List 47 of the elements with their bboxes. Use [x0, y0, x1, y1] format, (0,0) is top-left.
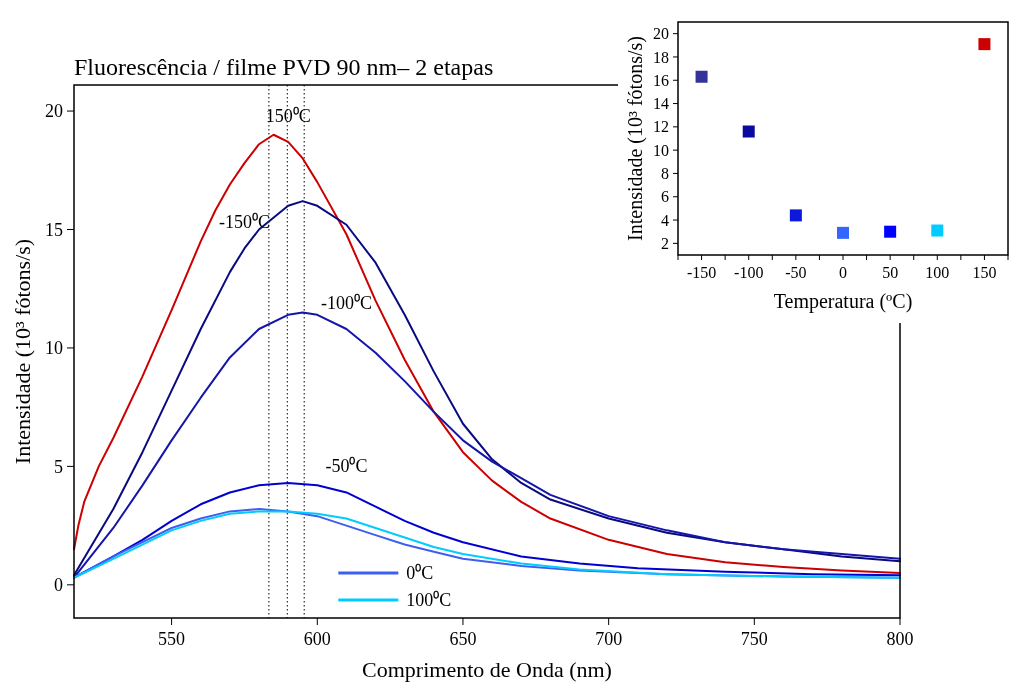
y-tick-label: 5: [54, 456, 63, 477]
x-tick-label: 0: [839, 264, 847, 281]
y-tick-label: 2: [661, 234, 669, 252]
y-tick-label: 0: [54, 575, 63, 596]
y-tick-label: 14: [653, 95, 669, 113]
point: [837, 226, 849, 239]
x-tick-label: 700: [595, 629, 623, 649]
x-tick-label: 100: [925, 264, 950, 281]
annotation: -50⁰C: [325, 456, 368, 477]
legend-label: 100⁰C: [406, 590, 452, 611]
y-axis-title: Intensidade (10³ fótons/s): [10, 238, 35, 465]
x-tick-label: 50: [882, 264, 899, 281]
annotation: 150⁰C: [265, 105, 311, 126]
x-tick-label: 650: [449, 629, 477, 649]
x-tick-label: 550: [158, 629, 186, 649]
y-tick-label: 20: [45, 101, 63, 122]
line-series: [73, 311, 901, 579]
x-tick-label: 800: [886, 629, 914, 649]
point: [931, 224, 944, 237]
x-axis-title: Temperatura (ºC): [773, 290, 913, 313]
point: [695, 70, 708, 83]
annotation: -150⁰C: [218, 212, 270, 233]
y-tick-label: 15: [45, 219, 63, 240]
y-tick-label: 12: [653, 118, 669, 136]
y-tick-label: 4: [661, 211, 669, 229]
legend-label: 0⁰C: [406, 563, 434, 584]
y-tick-label: 18: [653, 48, 669, 66]
x-tick-label: 150: [972, 264, 997, 281]
x-tick-label: -100: [734, 264, 764, 281]
chart-title: Fluorescência / filme PVD 90 nm– 2 etapas: [74, 54, 494, 80]
x-tick-label: 750: [740, 629, 768, 649]
annotation: -100⁰C: [320, 293, 372, 313]
y-tick-label: 10: [653, 141, 669, 159]
x-tick-label: -50: [785, 264, 807, 281]
point: [742, 125, 755, 138]
x-axis-title: Comprimento de Onda (nm): [362, 657, 612, 682]
y-tick-label: 10: [45, 338, 63, 359]
x-tick-label: -150: [686, 264, 717, 281]
y-tick-label: 16: [653, 71, 669, 89]
point: [789, 209, 802, 222]
y-tick-label: 20: [653, 25, 669, 43]
point: [884, 225, 897, 238]
y-tick-label: 8: [661, 165, 669, 183]
x-tick-label: 600: [303, 629, 331, 649]
y-tick-label: 6: [661, 188, 669, 206]
y-axis-title: Intensidade (10³ fótons/s): [624, 36, 647, 241]
point: [978, 38, 991, 51]
